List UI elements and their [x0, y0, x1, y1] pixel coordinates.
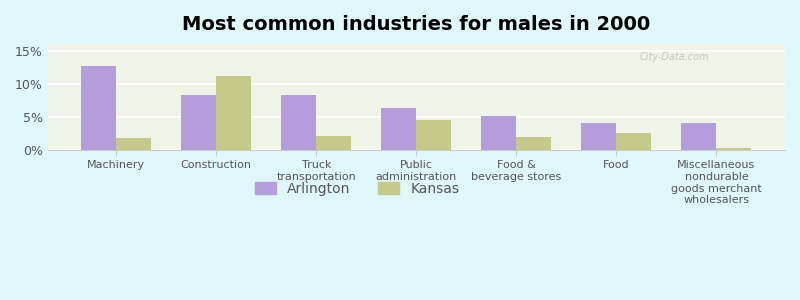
Bar	[517, 137, 551, 150]
Text: City-Data.com: City-Data.com	[639, 52, 710, 61]
Bar	[482, 116, 517, 150]
Bar	[582, 123, 617, 150]
Bar	[116, 138, 151, 150]
Bar	[282, 95, 316, 150]
Bar	[382, 108, 416, 150]
Bar	[182, 95, 216, 150]
Legend: Arlington, Kansas: Arlington, Kansas	[250, 176, 465, 201]
Bar	[82, 66, 116, 150]
Bar	[416, 120, 451, 150]
Bar	[316, 136, 351, 150]
Bar	[216, 76, 251, 150]
Bar	[682, 123, 717, 150]
Bar	[717, 148, 751, 150]
Bar	[617, 133, 651, 150]
Title: Most common industries for males in 2000: Most common industries for males in 2000	[182, 15, 650, 34]
